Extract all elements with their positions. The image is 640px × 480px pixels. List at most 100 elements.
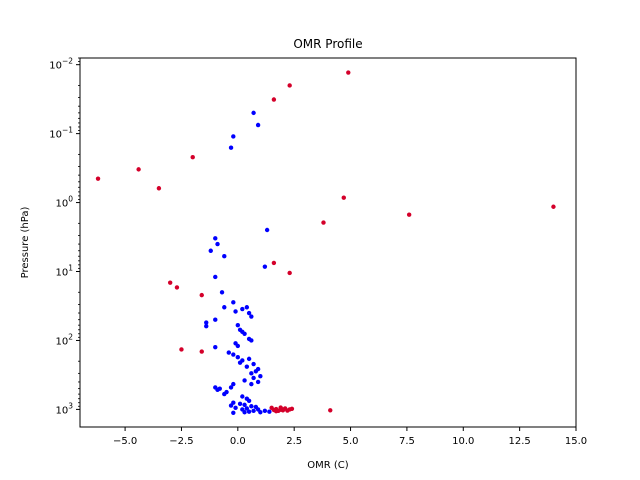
- data-point: [258, 374, 263, 379]
- data-point: [244, 305, 250, 310]
- data-point: [251, 361, 256, 367]
- data-point: [231, 134, 236, 139]
- data-point: [258, 410, 263, 415]
- data-point: [551, 204, 556, 209]
- data-point: [346, 70, 351, 75]
- y-axis: 10−2 10−1 100 101 102 103: [49, 57, 80, 416]
- x-tick-label: 10.0: [452, 436, 474, 447]
- data-point: [174, 285, 180, 290]
- data-point: [249, 314, 254, 319]
- data-point: [251, 110, 256, 116]
- data-point: [215, 241, 220, 247]
- x-axis: −5.0 −2.5 0.0 2.5 5.0 7.5 10.0 12.5 15.0: [113, 427, 587, 447]
- x-tick-label: 2.5: [286, 436, 302, 447]
- data-point: [228, 145, 234, 150]
- data-point: [246, 356, 252, 362]
- data-point: [222, 305, 227, 310]
- data-point: [262, 408, 268, 414]
- data-point: [246, 310, 252, 316]
- data-point: [179, 347, 184, 352]
- data-point: [136, 167, 141, 172]
- data-point: [249, 381, 254, 387]
- y-tick-label: 100: [55, 195, 73, 210]
- data-point: [242, 402, 247, 408]
- y-tick-label: 102: [55, 332, 73, 347]
- data-point: [231, 410, 236, 415]
- data-point: [156, 186, 162, 191]
- data-point: [249, 371, 254, 376]
- x-tick-label: −2.5: [169, 436, 193, 447]
- data-point: [213, 274, 218, 280]
- data-point: [255, 122, 261, 128]
- data-point: [190, 155, 195, 160]
- plot-area: [95, 70, 556, 415]
- data-point: [328, 408, 333, 413]
- data-point: [95, 176, 101, 181]
- data-point: [213, 317, 218, 322]
- data-point: [199, 292, 204, 298]
- x-tick-label: −5.0: [113, 436, 137, 447]
- data-point: [242, 410, 247, 415]
- data-point: [231, 300, 236, 305]
- data-point: [251, 408, 256, 414]
- data-point: [204, 323, 209, 329]
- y-tick-label: 101: [55, 264, 73, 279]
- data-point: [264, 227, 270, 233]
- data-point: [246, 398, 252, 403]
- data-point: [240, 306, 245, 312]
- data-point: [235, 343, 241, 349]
- x-tick-label: 5.0: [343, 436, 359, 447]
- data-point: [287, 270, 292, 276]
- data-point: [249, 338, 254, 343]
- data-point: [204, 320, 209, 325]
- y-tick-label: 10−2: [49, 57, 73, 72]
- data-point: [235, 355, 241, 360]
- data-point: [341, 195, 346, 200]
- x-tick-label: 7.5: [399, 436, 415, 447]
- data-point: [237, 401, 243, 407]
- y-axis-title: Pressure (hPa): [20, 207, 31, 279]
- data-point: [244, 406, 250, 411]
- data-point: [242, 331, 247, 336]
- data-point: [199, 349, 204, 354]
- data-point: [213, 385, 218, 390]
- data-point: [219, 290, 225, 295]
- data-point: [231, 352, 236, 357]
- x-axis-title: OMR (C): [307, 460, 349, 471]
- x-tick-label: 12.5: [509, 436, 531, 447]
- data-point: [280, 407, 286, 412]
- data-point: [213, 236, 218, 241]
- y-tick-label: 10−1: [49, 126, 73, 141]
- data-point: [289, 406, 295, 411]
- y-tick-label: 103: [55, 401, 73, 416]
- data-point: [273, 408, 279, 414]
- data-point: [213, 344, 218, 350]
- data-point: [285, 408, 290, 413]
- data-point: [321, 220, 326, 225]
- data-point: [271, 97, 277, 102]
- data-point: [222, 391, 227, 397]
- data-point: [253, 369, 259, 374]
- data-point: [240, 394, 245, 399]
- data-point: [255, 379, 261, 385]
- axes-frame: [79, 57, 577, 428]
- x-tick-label: 0.0: [230, 436, 246, 447]
- data-point: [208, 248, 213, 253]
- data-point: [167, 280, 173, 285]
- data-point: [267, 409, 272, 414]
- data-point: [235, 322, 241, 328]
- data-point: [406, 212, 412, 217]
- data-point: [228, 403, 234, 408]
- data-point: [233, 405, 238, 411]
- data-point: [228, 385, 234, 390]
- data-point: [237, 360, 243, 365]
- data-point: [246, 409, 252, 414]
- x-tick-label: 15.0: [565, 436, 587, 447]
- data-point: [226, 350, 231, 355]
- data-point: [249, 404, 254, 409]
- data-point: [287, 83, 292, 88]
- data-point: [233, 309, 238, 314]
- data-point: [231, 381, 236, 387]
- data-point: [262, 264, 268, 269]
